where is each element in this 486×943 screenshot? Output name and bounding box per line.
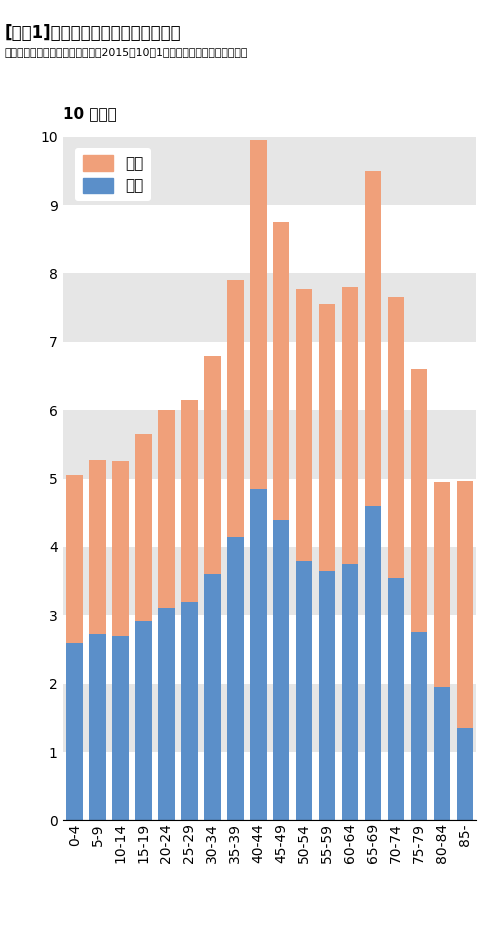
Bar bbox=[63, 410, 476, 478]
Bar bbox=[63, 684, 476, 753]
Bar bbox=[296, 560, 312, 820]
Bar bbox=[63, 137, 476, 206]
Bar bbox=[456, 728, 473, 820]
Bar bbox=[388, 297, 404, 578]
Bar bbox=[63, 342, 476, 410]
Bar bbox=[227, 280, 243, 537]
Bar bbox=[411, 633, 427, 820]
Bar bbox=[434, 687, 450, 820]
Bar bbox=[296, 289, 312, 560]
Text: 出所：総務省統計局「人口推計（2015年10月1日現在：概算値）」より作成: 出所：総務省統計局「人口推計（2015年10月1日現在：概算値）」より作成 bbox=[5, 47, 248, 58]
Bar bbox=[89, 635, 106, 820]
Bar bbox=[204, 574, 221, 820]
Bar bbox=[112, 461, 129, 636]
Bar bbox=[63, 547, 476, 615]
Bar bbox=[63, 479, 476, 547]
Bar bbox=[135, 434, 152, 620]
Bar bbox=[273, 520, 290, 820]
Bar bbox=[388, 578, 404, 820]
Bar bbox=[135, 620, 152, 820]
Bar bbox=[204, 356, 221, 574]
Bar bbox=[67, 643, 83, 820]
Bar bbox=[63, 615, 476, 684]
Bar bbox=[67, 475, 83, 643]
Bar bbox=[364, 171, 381, 505]
Bar bbox=[342, 287, 358, 564]
Bar bbox=[63, 753, 476, 820]
Bar bbox=[250, 141, 266, 488]
Bar bbox=[319, 571, 335, 820]
Bar bbox=[319, 305, 335, 571]
Bar bbox=[434, 482, 450, 687]
Bar bbox=[273, 223, 290, 520]
Bar bbox=[63, 273, 476, 342]
Bar bbox=[250, 488, 266, 820]
Text: 10 百万人: 10 百万人 bbox=[63, 106, 117, 121]
Bar bbox=[112, 636, 129, 820]
Bar bbox=[456, 481, 473, 728]
Bar bbox=[181, 400, 198, 602]
Bar bbox=[364, 505, 381, 820]
Legend: 女性, 男性: 女性, 男性 bbox=[75, 148, 151, 201]
Bar bbox=[158, 410, 174, 608]
Text: [図表1]性別・年齢階層別の人口分布: [図表1]性別・年齢階層別の人口分布 bbox=[5, 24, 181, 41]
Bar bbox=[158, 608, 174, 820]
Bar bbox=[227, 537, 243, 820]
Bar bbox=[89, 460, 106, 635]
Bar bbox=[342, 564, 358, 820]
Bar bbox=[411, 370, 427, 633]
Bar bbox=[181, 602, 198, 820]
Bar bbox=[63, 206, 476, 273]
